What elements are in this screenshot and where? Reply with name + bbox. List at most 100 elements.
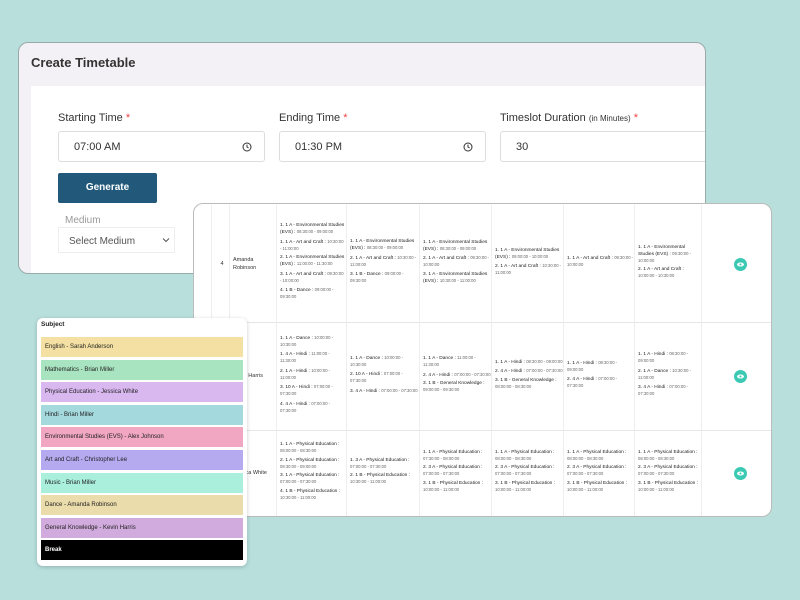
action-cell: [701, 205, 771, 322]
slot-time: 09:00:00 - 09:30:00: [280, 287, 334, 300]
label-text: Starting Time: [58, 112, 123, 124]
slot-entry: 1. 1 A - Physical Education : 08:00:00 -…: [495, 450, 563, 463]
slot-label: 1. 1 A - Physical Education :: [495, 449, 555, 455]
teacher-name: Kevin Harris: [233, 373, 263, 379]
slot-label: 2. 1 A - Physical Education :: [280, 457, 340, 463]
slot-label: 1. 1 A - Art and Craft :: [280, 239, 326, 245]
action-cell: [701, 430, 771, 516]
slot-label: 2. 1 B - Physical Education :: [350, 473, 410, 478]
view-button[interactable]: [734, 370, 747, 383]
slot-label: 3. 1 A - Environmental Studies (EVS) :: [423, 271, 488, 284]
slot-time: 10:00:00 - 11:00:00: [495, 486, 532, 492]
slot-entry: 1. 1 A - Physical Education : 07:30:00 -…: [423, 450, 491, 463]
slot-entry: 3. 1 B - Physical Education : 10:00:00 -…: [567, 481, 634, 494]
slot-time: 07:00:00 - 07:30:00: [454, 371, 491, 377]
slot-entry: 2. 1 A - Dance : 10:30:00 - 11:00:00: [638, 368, 701, 382]
slot-time: 11:00:00 - 11:30:00: [296, 261, 333, 267]
slot-label: 2. 10 A - Hindi :: [350, 372, 383, 378]
input[interactable]: 01:30 PM: [279, 131, 486, 162]
slot-time: 08:00:00 - 08:30:00: [495, 455, 532, 461]
slot-time: 07:00:00 - 07:30:00: [638, 471, 675, 477]
slot-label: 4. 4 A - Hindi :: [280, 401, 310, 407]
slot-label: 1. 1 A - Hindi :: [495, 359, 525, 365]
slot-entry: 3. 1 B - Physical Education : 10:00:00 -…: [495, 481, 563, 494]
required-mark: *: [633, 112, 638, 124]
label-hint: (in Minutes): [588, 114, 631, 123]
table-row: Kevin Harris 1. 1 A - Dance : 10:00:00 - …: [194, 322, 771, 431]
slot-time: 10:00:00 - 11:00:00: [638, 486, 675, 492]
input[interactable]: 07:00 AM: [58, 131, 265, 162]
slot-time: 07:00:00 - 07:30:00: [280, 400, 331, 413]
slot-label: 2. 1 A - Environmental Studies (EVS) :: [280, 255, 345, 268]
slot-label: 1. 1 A - Dance :: [350, 355, 383, 361]
slot-label: 3. 10 A - Hindi :: [280, 385, 313, 391]
slot-time: 08:30:00 - 09:00:00: [439, 245, 477, 251]
slot-entry: 4. 1 B - Dance : 09:00:00 - 09:30:00: [280, 287, 346, 301]
slot-label: 2. 4 A - Hindi :: [495, 369, 525, 375]
timetable-cell: 1. 1 A - Dance : 11:00:00 - 11:30:00 2. 4…: [419, 322, 491, 430]
slot-time: 08:30:00 - 09:00:00: [526, 358, 563, 364]
subject-item: Music - Brian Miller: [41, 472, 243, 493]
slot-time: 10:30:00 - 11:00:00: [350, 254, 417, 267]
slot-label: 2. 1 A - Art and Craft :: [423, 256, 469, 262]
view-button[interactable]: [734, 467, 747, 480]
subject-item: Environmental Studies (EVS) - Alex Johns…: [41, 427, 243, 448]
slot-time: 08:30:00 - 09:00:00: [638, 351, 689, 364]
generate-button[interactable]: Generate: [58, 173, 157, 203]
slot-time: 09:30:00 - 10:00:00: [567, 255, 634, 268]
slot-entry: 1. 1 A - Environmental Studies (EVS) : 0…: [350, 239, 419, 252]
slot-entry: 1. 1 A - Physical Education : 08:00:00 -…: [567, 450, 634, 463]
medium-label: Medium: [65, 215, 101, 226]
slot-entry: 1. 1 A - Art and Craft : 09:30:00 - 10:0…: [567, 255, 634, 269]
slot-entry: 2. 1 B - Physical Education : 10:30:00 -…: [350, 473, 419, 486]
slot-label: 3. 1 A - Physical Education :: [280, 473, 340, 478]
timetable-cell: 1. 1 A - Dance : 10:00:00 - 10:30:00 1. 4…: [276, 322, 346, 430]
slot-time: 08:30:00 - 09:00:00: [280, 463, 317, 469]
table-row: 4 Amanda Robinson 1. 1 A - Environmental S…: [194, 205, 771, 323]
slot-entry: 3. 1 B - General Knowledge : 09:00:00 - …: [423, 381, 491, 394]
medium-select[interactable]: Select Medium: [58, 227, 175, 253]
subject-item: Art and Craft - Christopher Lee: [41, 450, 243, 470]
slot-time: 09:30:00 - 10:00:00: [423, 255, 490, 268]
timetable-cell: 1. 1 A - Physical Education : 08:00:00 -…: [634, 430, 701, 516]
subject-item: English - Sarah Anderson: [41, 337, 243, 357]
slot-time: 11:00:00 - 11:30:00: [423, 355, 476, 368]
slot-label: 2. 1 A - Dance :: [638, 368, 671, 374]
slot-time: 07:00:00 - 07:30:00: [280, 384, 333, 397]
slot-time: 07:00:00 - 07:30:00: [567, 376, 618, 388]
slot-entry: 2. 3 A - Physical Education : 07:00:00 -…: [567, 465, 634, 478]
slot-label: 2. 4 A - Hindi :: [423, 372, 453, 378]
clock-icon: [242, 142, 252, 155]
table-row: Jessica White 1. 1 A - Physical Education…: [194, 430, 771, 516]
slot-label: 1. 1 A - Hindi :: [638, 352, 668, 358]
subject-item: Dance - Amanda Robinson: [41, 495, 243, 516]
input[interactable]: 30: [500, 131, 705, 162]
timetable-cell: 1. 3 A - Physical Education : 07:00:00 -…: [346, 430, 419, 516]
slot-label: 2. 1 A - Art and Craft :: [638, 267, 684, 272]
subject-item: Mathematics - Brian Miller: [41, 359, 243, 380]
slot-label: 1. 1 A - Environmental Studies (EVS) :: [638, 244, 685, 257]
field-label: Starting Time *: [58, 112, 130, 124]
subject-item: Hindi - Brian Miller: [41, 404, 243, 425]
slot-entry: 2. 1 A - Environmental Studies (EVS) : 1…: [280, 255, 346, 268]
slot-label: 1. 1 A - Environmental Studies (EVS) :: [280, 223, 345, 236]
timetable-cell: 1. 1 A - Art and Craft : 09:30:00 - 10:0…: [563, 205, 634, 322]
slot-label: 2. 1 A - Art and Craft :: [350, 255, 396, 261]
slot-time: 07:00:00 - 07:30:00: [567, 471, 604, 477]
timetable-cell: 1. 1 A - Environmental Studies (EVS) : 0…: [634, 205, 701, 322]
view-button[interactable]: [734, 257, 747, 271]
slot-label: 1. 1 A - Hindi :: [567, 360, 597, 366]
slot-time: 10:00:00 - 11:00:00: [280, 367, 331, 380]
slot-entry: 3. 1 B - Physical Education : 10:00:00 -…: [638, 481, 701, 494]
timetable-cell: 1. 1 A - Physical Education : 07:30:00 -…: [419, 430, 491, 516]
slot-label: 3. 1 B - Dance :: [350, 272, 384, 278]
slot-time: 08:30:00 - 09:00:00: [366, 245, 404, 251]
slot-label: 1. 4 A - Hindi :: [280, 352, 310, 358]
index-cell: 4: [211, 205, 229, 322]
slot-entry: 1. 3 A - Physical Education : 07:00:00 -…: [350, 458, 419, 471]
slot-label: 2. 1 A - Art and Craft :: [495, 264, 541, 269]
slot-entry: 1. 1 A - Dance : 11:00:00 - 11:30:00: [423, 355, 491, 369]
slot-label: 2. 4 A - Hindi :: [567, 377, 597, 382]
timetable-cell: 1. 1 A - Environmental Studies (EVS) : 0…: [346, 205, 419, 322]
slot-label: 3. 1 B - Physical Education :: [638, 480, 698, 486]
